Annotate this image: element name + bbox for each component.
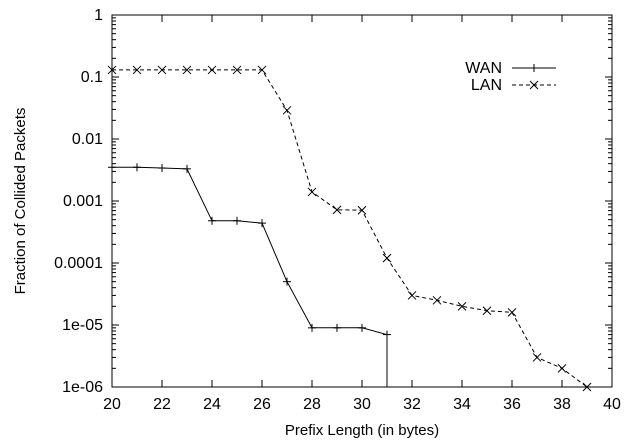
legend-label-wan: WAN bbox=[465, 60, 502, 77]
data-point-x bbox=[232, 65, 242, 75]
data-point-x bbox=[529, 80, 539, 90]
data-point-x bbox=[332, 205, 342, 215]
data-point-x bbox=[382, 253, 392, 263]
data-point-x bbox=[507, 307, 517, 317]
x-tick-label: 22 bbox=[153, 396, 171, 413]
x-tick-label: 32 bbox=[403, 396, 421, 413]
x-tick-label: 24 bbox=[203, 396, 221, 413]
data-point-x bbox=[432, 295, 442, 305]
data-point-x bbox=[307, 187, 317, 197]
data-point-x bbox=[407, 291, 417, 300]
y-tick-label: 0.0001 bbox=[54, 255, 103, 272]
x-tick-label: 34 bbox=[453, 396, 471, 413]
data-point-x bbox=[107, 65, 117, 75]
data-point-plus bbox=[358, 323, 366, 332]
x-tick-label: 38 bbox=[553, 396, 571, 413]
data-point-plus bbox=[283, 277, 291, 286]
y-tick-label: 1e-06 bbox=[62, 379, 103, 396]
data-point-plus bbox=[308, 323, 316, 332]
data-point-x bbox=[557, 363, 567, 373]
data-point-x bbox=[357, 205, 367, 215]
x-tick-label: 26 bbox=[253, 396, 271, 413]
x-tick-label: 36 bbox=[503, 396, 521, 413]
data-point-plus bbox=[158, 164, 166, 173]
data-point-plus bbox=[208, 216, 216, 225]
x-axis-label: Prefix Length (in bytes) bbox=[285, 422, 439, 439]
x-tick-label: 28 bbox=[303, 396, 321, 413]
data-point-plus bbox=[183, 164, 191, 173]
series-layer bbox=[107, 65, 592, 392]
data-point-plus bbox=[233, 216, 241, 225]
x-tick-label: 40 bbox=[603, 396, 621, 413]
data-point-plus bbox=[133, 163, 141, 172]
series-line-lan bbox=[112, 69, 588, 388]
x-tick-label: 30 bbox=[353, 396, 371, 413]
y-tick-label: 0.001 bbox=[63, 193, 103, 210]
data-point-x bbox=[157, 65, 167, 75]
data-point-x bbox=[532, 353, 542, 362]
data-point-plus bbox=[383, 330, 391, 339]
data-point-x bbox=[207, 65, 217, 75]
data-point-x bbox=[457, 301, 467, 311]
series-line-wan bbox=[112, 166, 388, 387]
data-point-x bbox=[582, 382, 592, 392]
y-axis-label: Fraction of Collided Packets bbox=[12, 108, 29, 295]
y-tick-label: 0.1 bbox=[81, 69, 103, 86]
data-point-plus bbox=[530, 64, 538, 72]
y-tick-label: 1e-05 bbox=[62, 317, 103, 334]
data-point-x bbox=[182, 65, 192, 75]
ticks: 20 22 24 26 28 30 32 34 36 38 40 1 0.1 0.01 0.001 0.000… bbox=[54, 7, 621, 413]
data-point-x bbox=[482, 306, 492, 316]
data-point-x bbox=[282, 105, 292, 115]
data-point-plus bbox=[258, 219, 266, 228]
y-tick-label: 1 bbox=[94, 7, 103, 24]
data-point-plus bbox=[333, 323, 341, 332]
x-tick-label: 20 bbox=[103, 396, 121, 413]
data-point-x bbox=[257, 65, 267, 75]
data-point-x bbox=[132, 65, 142, 75]
data-point-plus bbox=[108, 163, 116, 172]
legend-label-lan: LAN bbox=[471, 77, 502, 94]
y-tick-label: 0.01 bbox=[72, 131, 103, 148]
